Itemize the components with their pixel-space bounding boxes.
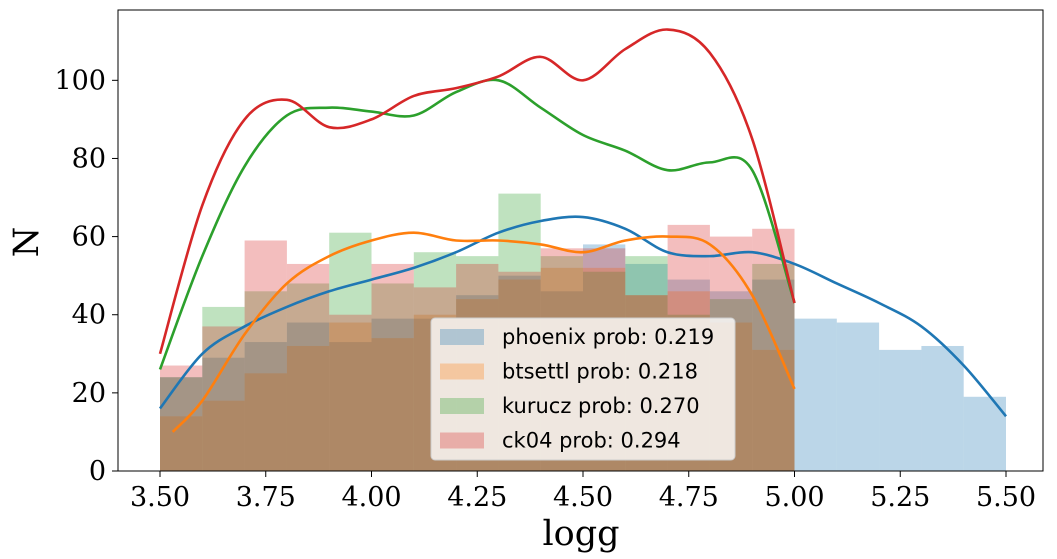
- y-tick-label: 100: [54, 65, 106, 96]
- bar-phoenix-3: [286, 322, 330, 471]
- x-tick-label: 4.75: [659, 482, 719, 513]
- legend-label-phoenix: phoenix prob: 0.219: [502, 325, 714, 349]
- y-tick-label: 80: [72, 143, 106, 174]
- y-axis-title: N: [7, 227, 47, 258]
- x-tick-label: 4.25: [447, 482, 507, 513]
- kde-line-btsettl: [171, 231, 796, 433]
- bar-ck04-4: [329, 314, 372, 471]
- x-tick-label: 5.50: [976, 482, 1036, 513]
- legend-swatch-btsettl: [440, 363, 484, 380]
- legend-swatch-kurucz: [440, 398, 484, 414]
- kde-line-ck04: [158, 28, 796, 355]
- bar-ck04-14: [752, 228, 795, 471]
- bar-btsettl-2: [244, 373, 287, 471]
- x-tick-label: 3.50: [130, 482, 190, 513]
- x-tick-label: 4.00: [341, 482, 401, 513]
- legend-label-btsettl: btsettl prob: 0.218: [502, 360, 698, 384]
- x-tick-label: 5.00: [764, 482, 824, 513]
- bar-kurucz-14: [752, 263, 795, 471]
- x-tick-label: 5.25: [870, 482, 930, 513]
- bar-btsettl-1: [202, 400, 245, 471]
- legend-label-ck04: ck04 prob: 0.294: [502, 429, 681, 453]
- bar-phoenix-5: [371, 318, 414, 471]
- bar-ck04-0: [160, 365, 203, 471]
- legend-swatch-phoenix: [440, 329, 484, 345]
- bar-ck04-2: [244, 240, 287, 471]
- bar-phoenix-16: [836, 322, 880, 471]
- bar-phoenix-1: [202, 357, 245, 471]
- bar-ck04-1: [202, 326, 245, 471]
- bar-ck04-5: [371, 263, 414, 471]
- bar-ck04-3: [286, 263, 330, 471]
- legend: phoenix prob: 0.219 btsettl prob: 0.218 ku…: [430, 317, 736, 461]
- bar-kurucz-5: [371, 283, 414, 471]
- bar-phoenix-18: [921, 345, 964, 471]
- y-tick-label: 20: [72, 378, 106, 409]
- x-axis-title: logg: [542, 514, 619, 554]
- bar-phoenix-17: [879, 349, 922, 471]
- y-tick-label: 60: [72, 222, 106, 253]
- bar-phoenix-15: [794, 318, 837, 471]
- y-tick-label: 40: [72, 300, 106, 331]
- y-tick-label: 0: [89, 456, 106, 487]
- bar-btsettl-3: [286, 345, 330, 471]
- x-tick-label: 4.50: [553, 482, 613, 513]
- kde-line-phoenix: [158, 215, 1007, 418]
- bar-btsettl-5: [371, 338, 414, 471]
- plot-frame: [117, 9, 1044, 472]
- y-axis: 0 20 40 60 80 100: [54, 65, 118, 487]
- x-tick-label: 3.75: [236, 482, 296, 513]
- legend-box: [430, 317, 736, 461]
- kde-curves: [158, 28, 1007, 433]
- legend-swatch-ck04: [440, 432, 484, 449]
- bar-phoenix-4: [329, 342, 372, 471]
- x-axis: 3.50 3.75 4.00 4.25 4.50 4.75 5.00 5.25 5.50: [130, 471, 1036, 513]
- bar-phoenix-2: [244, 342, 287, 471]
- bar-kurucz-4: [329, 232, 372, 471]
- bar-btsettl-4: [329, 322, 372, 471]
- bar-kurucz-2: [244, 291, 287, 471]
- bar-kurucz-3: [286, 283, 330, 471]
- legend-label-kurucz: kurucz prob: 0.270: [502, 394, 700, 418]
